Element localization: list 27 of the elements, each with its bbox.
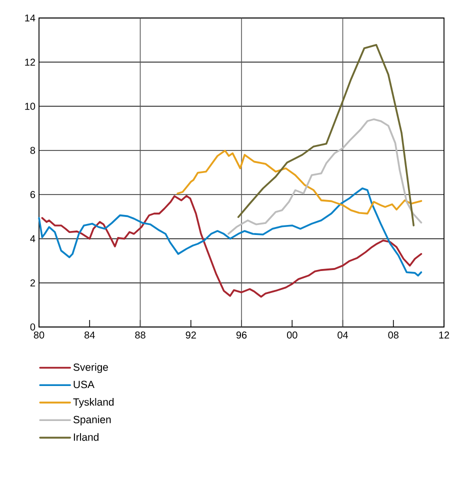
legend-label: Tyskland xyxy=(73,398,114,408)
y-tick-label: 14 xyxy=(25,14,36,22)
y-tick-label: 2 xyxy=(30,279,35,286)
x-tick-label: 08 xyxy=(388,332,398,339)
y-tick-label: 12 xyxy=(25,58,35,66)
x-tick-label: 92 xyxy=(186,332,196,339)
line-series xyxy=(237,44,415,226)
legend-label: Sverige xyxy=(73,363,108,373)
x-tick-label: 88 xyxy=(135,332,146,339)
y-tick-label: 8 xyxy=(30,146,36,154)
y-tick-label: 4 xyxy=(30,235,36,242)
x-tick-label: 00 xyxy=(286,332,298,339)
legend-label: USA xyxy=(74,380,94,388)
x-tick-label: 80 xyxy=(34,332,44,339)
legend-label: Spanien xyxy=(73,416,111,426)
legend-label: Irland xyxy=(74,433,98,441)
y-tick-label: 0 xyxy=(30,323,36,331)
x-tick-label: 04 xyxy=(338,332,348,339)
line-series xyxy=(228,118,422,235)
y-tick-label: 6 xyxy=(30,191,36,198)
line-series xyxy=(41,194,422,298)
y-tick-label: 10 xyxy=(25,102,36,110)
x-tick-label: 84 xyxy=(84,332,95,339)
line-series xyxy=(176,150,422,214)
x-tick-label: 96 xyxy=(236,332,247,339)
x-tick-label: 12 xyxy=(439,332,450,338)
line-series xyxy=(38,187,422,276)
